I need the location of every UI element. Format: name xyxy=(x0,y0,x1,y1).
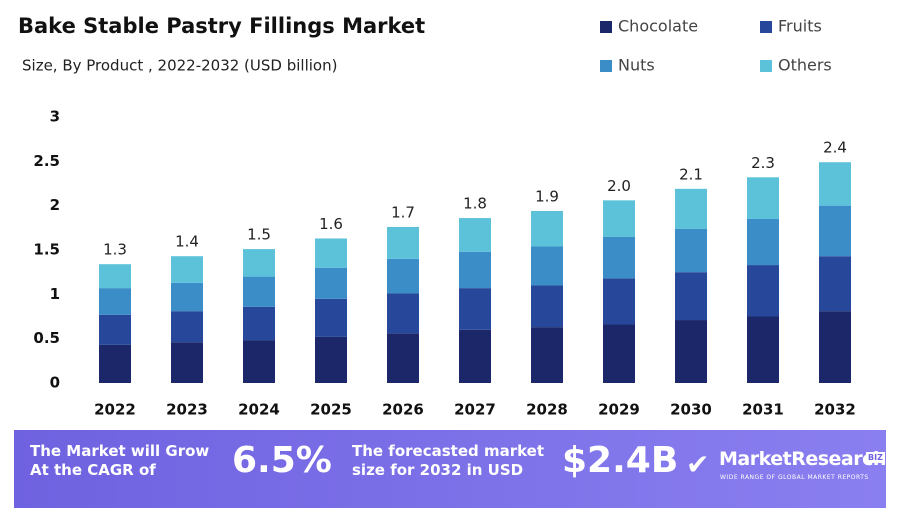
forecast-text: The forecasted market size for 2032 in U… xyxy=(352,442,545,479)
bar-segment xyxy=(819,311,851,383)
brand-logo: ✔ xyxy=(686,448,710,481)
x-tick-label: 2031 xyxy=(742,401,784,419)
bar-segment xyxy=(675,188,707,229)
bar-segment xyxy=(387,226,419,259)
bar-segment xyxy=(747,265,779,317)
bar-segment xyxy=(387,293,419,334)
x-tick-label: 2032 xyxy=(814,401,856,419)
bar-segment xyxy=(603,324,635,383)
legend-swatch xyxy=(600,21,612,33)
brand-name: MarketResearch xyxy=(719,448,886,470)
bar-segment xyxy=(747,218,779,266)
legend-swatch xyxy=(760,60,772,72)
total-label: 1.3 xyxy=(103,241,127,259)
bar-segment xyxy=(819,205,851,257)
bar-segment xyxy=(675,320,707,383)
bar-segment xyxy=(171,342,203,383)
x-tick-label: 2026 xyxy=(382,401,424,419)
cagr-text: The Market will Grow At the CAGR of xyxy=(30,442,210,479)
bar-segment xyxy=(531,285,563,328)
bar-segment xyxy=(99,344,131,383)
bar-segment xyxy=(603,236,635,279)
brand-tagline: WIDE RANGE OF GLOBAL MARKET REPORTS xyxy=(720,474,869,481)
total-label: 2.1 xyxy=(679,165,703,183)
chart-subtitle: Size, By Product , 2022-2032 (USD billio… xyxy=(22,57,337,75)
total-label: 1.4 xyxy=(175,233,199,251)
x-tick-label: 2022 xyxy=(94,401,136,419)
bar-segment xyxy=(747,177,779,219)
bar-segment xyxy=(387,258,419,294)
bar-segment xyxy=(459,288,491,330)
y-tick-label: 2.5 xyxy=(33,152,60,170)
bar-segment xyxy=(747,316,779,383)
bar-segment xyxy=(603,200,635,237)
bar-segment xyxy=(531,246,563,286)
brand-badge: BIZ xyxy=(866,452,885,463)
banner: The Market will Grow At the CAGR of 6.5%… xyxy=(14,430,886,508)
x-tick-label: 2030 xyxy=(670,401,712,419)
bar-segment xyxy=(675,228,707,273)
legend-label: Nuts xyxy=(618,56,655,75)
total-label: 2.3 xyxy=(751,154,775,172)
y-tick-label: 2 xyxy=(50,196,60,214)
bar-segment xyxy=(819,162,851,206)
chart: Bake Stable Pastry Fillings Market Size,… xyxy=(18,14,856,419)
bar-segment xyxy=(315,298,347,337)
total-label: 1.7 xyxy=(391,203,415,221)
bar-segment xyxy=(315,267,347,299)
bar-segment xyxy=(819,256,851,312)
bar-segment xyxy=(459,218,491,252)
legend-swatch xyxy=(600,60,612,72)
bar-segment xyxy=(603,278,635,325)
total-label: 1.8 xyxy=(463,195,487,213)
x-tick-label: 2025 xyxy=(310,401,352,419)
x-tick-label: 2024 xyxy=(238,401,280,419)
bar-segment xyxy=(315,336,347,383)
y-tick-label: 1.5 xyxy=(33,241,60,259)
bar-segment xyxy=(171,311,203,343)
bar-segment xyxy=(531,210,563,247)
chart-title: Bake Stable Pastry Fillings Market xyxy=(18,14,425,38)
y-tick-label: 0 xyxy=(50,374,60,392)
bar-segment xyxy=(243,249,275,277)
total-label: 1.6 xyxy=(319,215,343,233)
total-label: 2.4 xyxy=(823,139,847,157)
total-label: 1.9 xyxy=(535,187,559,205)
legend-swatch xyxy=(760,21,772,33)
x-tick-label: 2029 xyxy=(598,401,640,419)
x-tick-label: 2027 xyxy=(454,401,496,419)
legend-label: Fruits xyxy=(778,17,822,36)
y-tick-label: 3 xyxy=(50,108,60,126)
x-tick-label: 2023 xyxy=(166,401,208,419)
legend-label: Others xyxy=(778,56,832,75)
legend-label: Chocolate xyxy=(618,17,698,36)
bar-segment xyxy=(459,329,491,383)
cagr-value: 6.5% xyxy=(232,440,332,481)
total-label: 1.5 xyxy=(247,226,271,244)
bar-segment xyxy=(99,314,131,345)
bar-segment xyxy=(99,264,131,289)
bar-segment xyxy=(387,333,419,383)
forecast-value: $2.4B xyxy=(562,440,679,481)
total-label: 2.0 xyxy=(607,177,631,195)
bar-segment xyxy=(459,251,491,289)
bar-segment xyxy=(171,256,203,283)
bar-segment xyxy=(315,238,347,268)
bar-segment xyxy=(531,327,563,383)
bar-segment xyxy=(243,340,275,383)
x-tick-label: 2028 xyxy=(526,401,568,419)
bar-segment xyxy=(243,276,275,307)
bar-segment xyxy=(171,282,203,312)
y-tick-label: 0.5 xyxy=(33,329,60,347)
bar-segment xyxy=(675,272,707,321)
y-tick-label: 1 xyxy=(50,285,60,303)
bar-segment xyxy=(243,306,275,341)
bar-segment xyxy=(99,288,131,315)
